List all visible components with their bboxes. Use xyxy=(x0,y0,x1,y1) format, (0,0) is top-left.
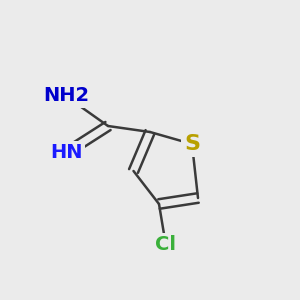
Text: S: S xyxy=(184,134,200,154)
Text: Cl: Cl xyxy=(154,235,176,254)
Text: NH2: NH2 xyxy=(43,86,89,106)
Text: HN: HN xyxy=(50,143,82,163)
